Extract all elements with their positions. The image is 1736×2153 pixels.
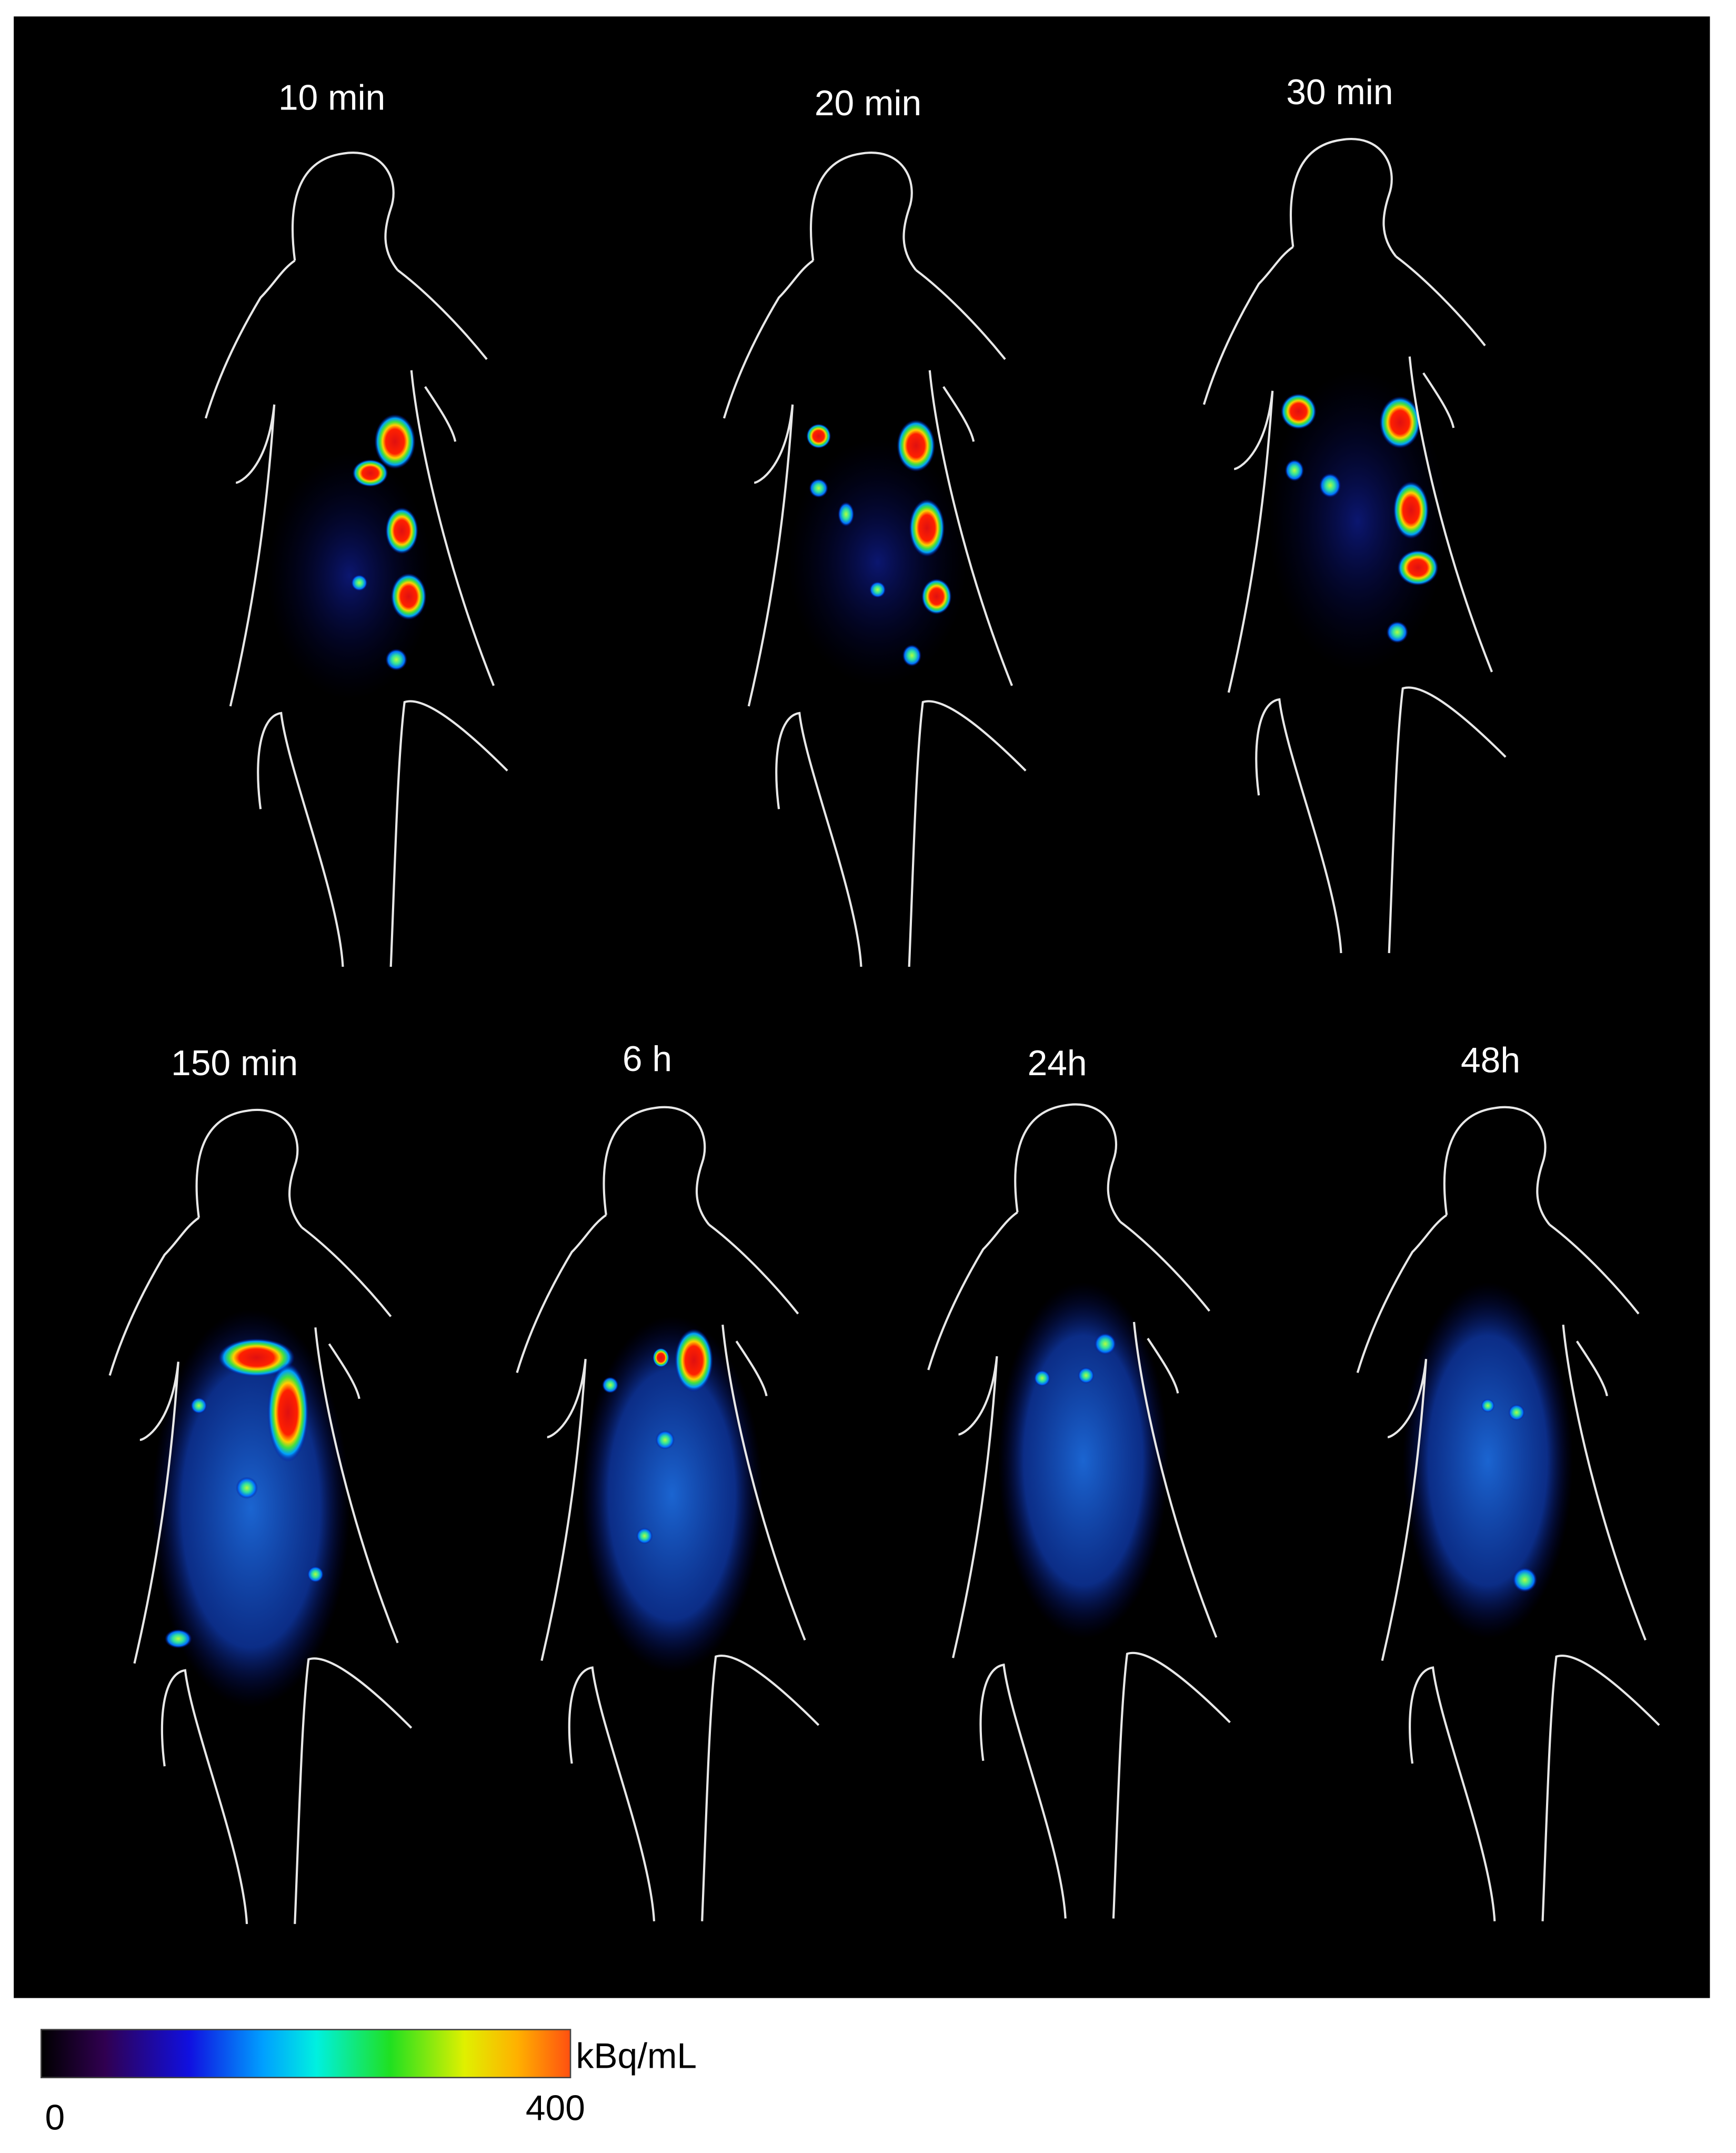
uptake-blob [581, 1316, 762, 1673]
uptake-blob [267, 1363, 309, 1462]
uptake-blob [897, 419, 936, 472]
uptake-blob [390, 573, 427, 620]
uptake-blob [1285, 459, 1304, 482]
uptake-blob [788, 438, 967, 686]
uptake-blob [1481, 1398, 1495, 1413]
uptake-blob [218, 1338, 295, 1377]
uptake-blob [236, 1477, 258, 1499]
panel-label: 30 min [1286, 73, 1393, 112]
uptake-blob [164, 1629, 192, 1649]
colorbar-unit: kBq/mL [576, 2036, 697, 2076]
uptake-blob [1397, 549, 1439, 586]
uptake-blob [921, 578, 952, 615]
uptake-blob [1379, 396, 1421, 449]
panel-label: 10 min [278, 78, 385, 117]
uptake-blob [1402, 1282, 1573, 1639]
uptake-blob [385, 507, 418, 554]
uptake-blob [998, 1282, 1169, 1639]
uptake-blob [385, 648, 407, 671]
uptake-blob [838, 502, 855, 527]
uptake-blob [601, 1377, 619, 1394]
uptake-blob [1280, 393, 1317, 429]
uptake-blob [1033, 1370, 1051, 1387]
panel-label: 48h [1461, 1041, 1520, 1080]
uptake-layer [152, 370, 1573, 1708]
uptake-blob [352, 459, 388, 487]
uptake-blob [806, 424, 831, 449]
uptake-blob [351, 574, 368, 592]
uptake-blob [1512, 1567, 1538, 1593]
colorbar [40, 2029, 571, 2078]
uptake-blob [374, 414, 416, 469]
panel-label: 24h [1028, 1044, 1087, 1083]
uptake-blob [909, 499, 945, 557]
uptake-blob [1094, 1333, 1117, 1355]
uptake-blob [1078, 1367, 1095, 1384]
uptake-blob [1393, 481, 1429, 539]
uptake-blob [655, 1430, 675, 1450]
uptake-blob [902, 644, 922, 667]
uptake-blob [307, 1566, 324, 1583]
uptake-blob [636, 1527, 653, 1545]
uptake-blob [675, 1328, 714, 1392]
uptake-blob [1508, 1404, 1525, 1421]
uptake-blob [1319, 473, 1341, 498]
panel-label: 20 min [815, 84, 921, 123]
uptake-blob [1386, 621, 1409, 644]
colorbar-min: 0 [45, 2098, 65, 2138]
panel-labels: 10 min 20 min 30 min 150 min 6 h 24h 48h [171, 73, 1520, 1083]
panel-label: 150 min [171, 1044, 298, 1083]
panel-label: 6 h [623, 1039, 672, 1079]
uptake-blob [190, 1397, 207, 1414]
uptake-blob [653, 1348, 669, 1367]
colorbar-max: 400 [526, 2088, 585, 2128]
uptake-blob [809, 478, 828, 498]
uptake-blob [869, 581, 886, 598]
